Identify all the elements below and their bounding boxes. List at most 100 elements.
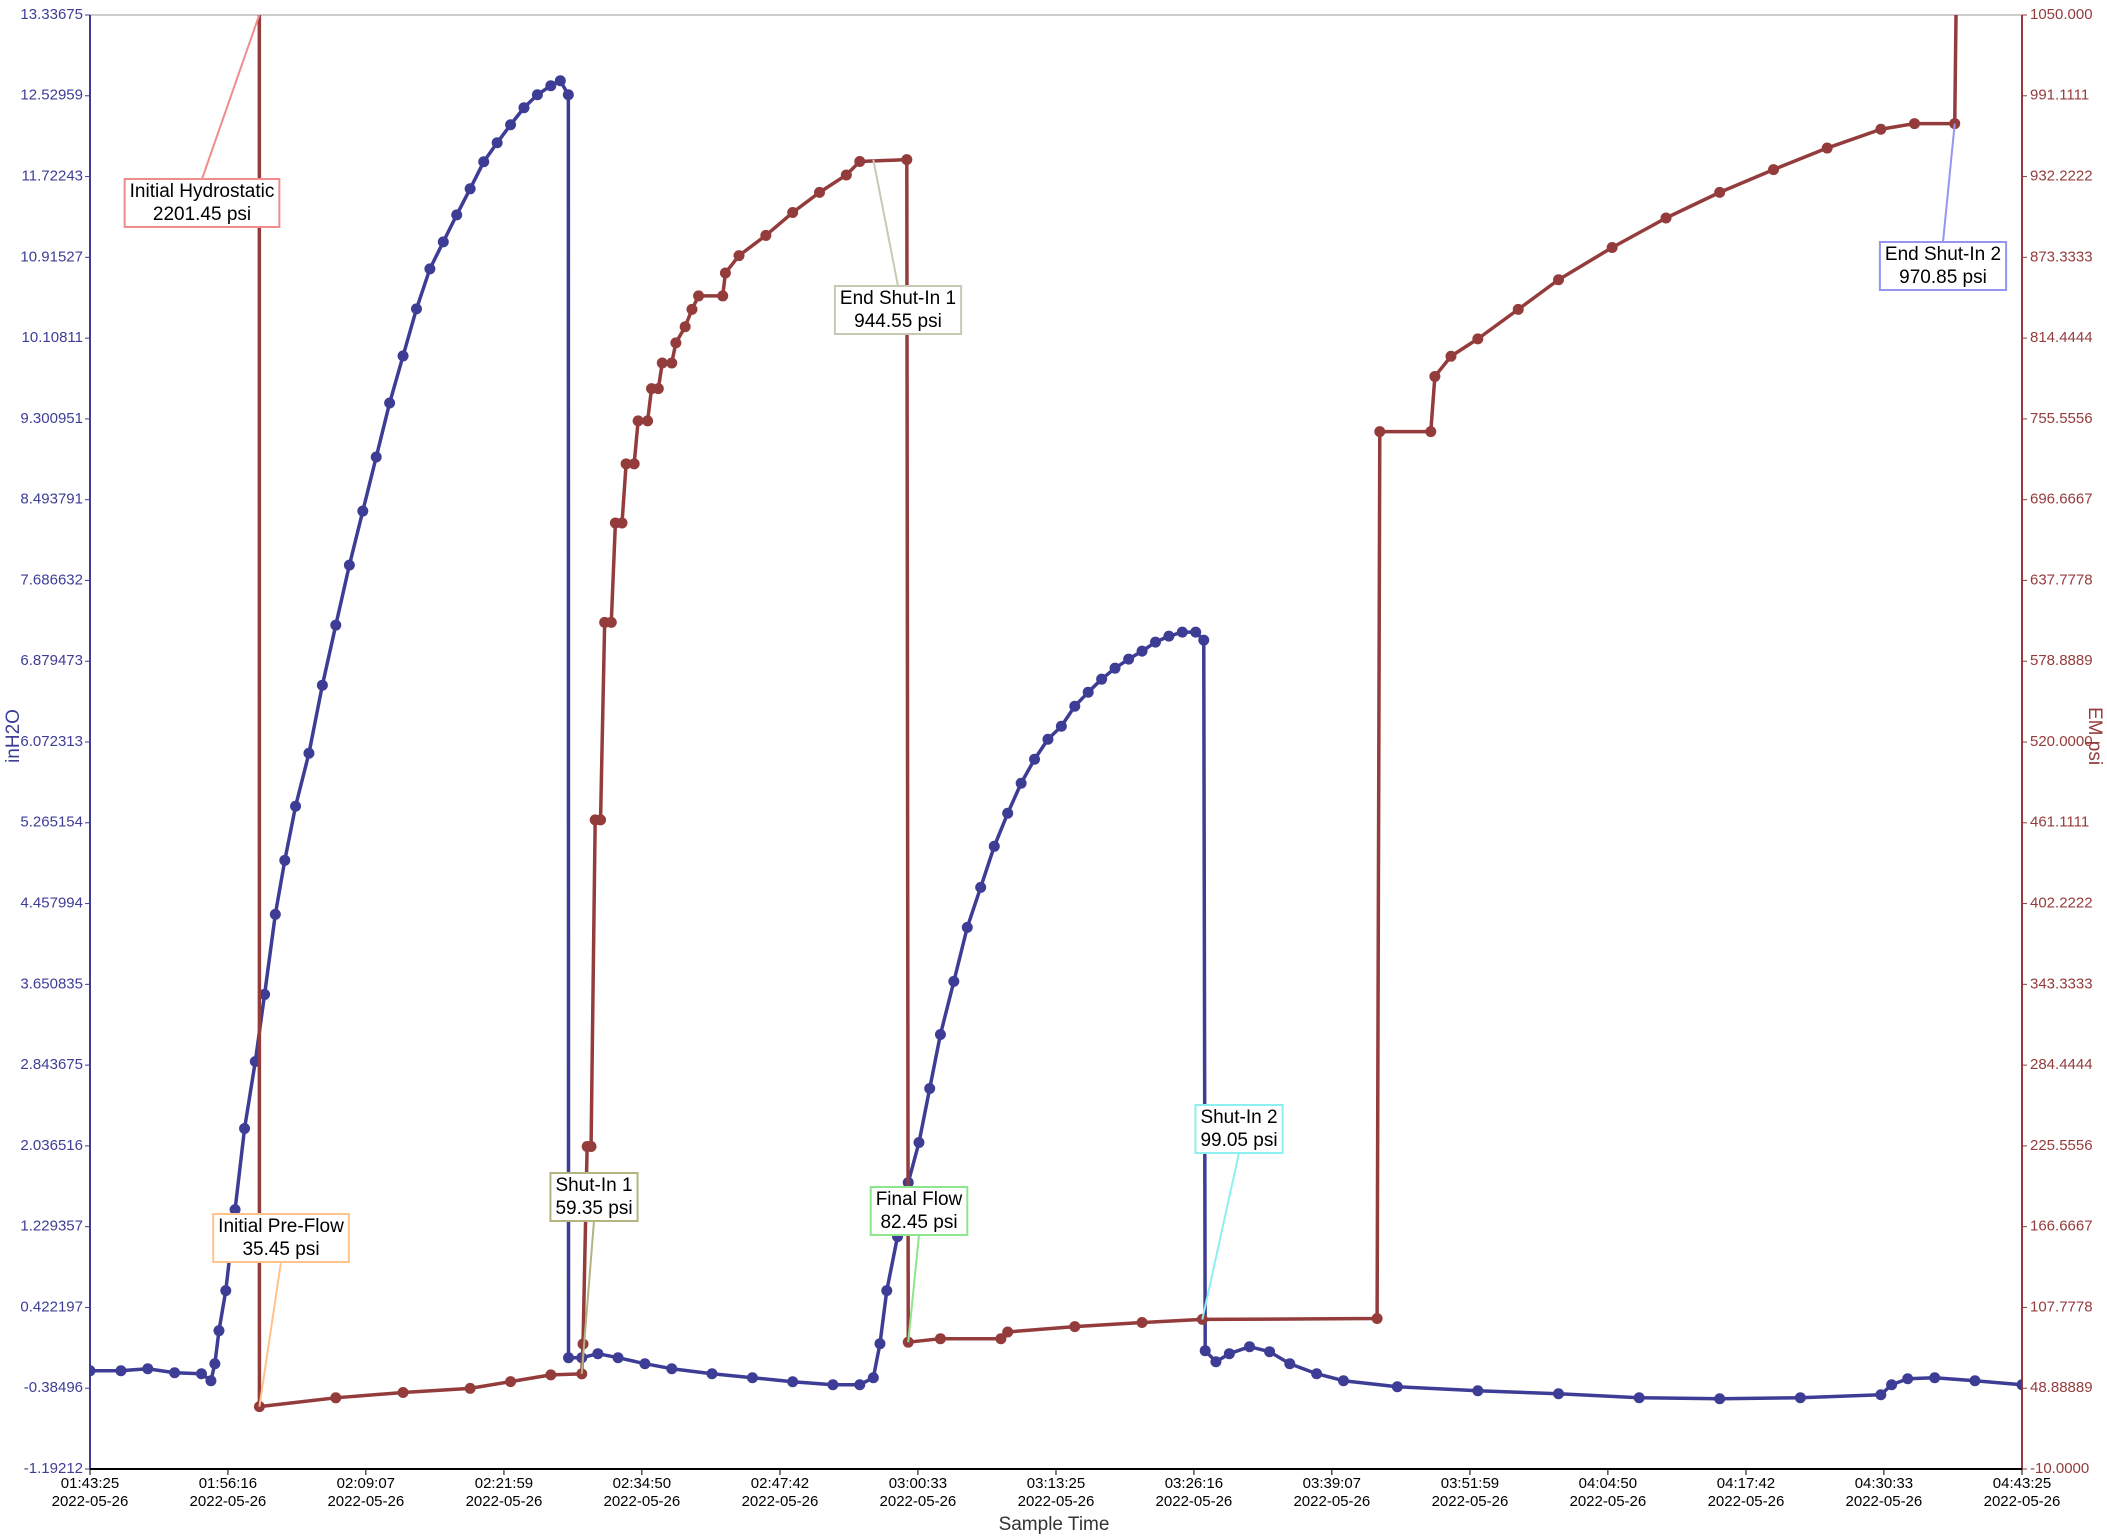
annotation-label: Initial Hydrostatic — [130, 181, 275, 202]
data-point — [1029, 753, 1041, 765]
data-point — [975, 881, 987, 893]
data-point — [1223, 1348, 1235, 1360]
x-tick-label: 03:13:25 — [1027, 1475, 1085, 1492]
data-point — [934, 1333, 946, 1345]
y2-tick-label: 814.4444 — [2030, 329, 2093, 346]
y-tick-label: 3.650835 — [20, 975, 83, 992]
data-point — [577, 1338, 589, 1350]
x-tick-date: 2022-05-26 — [880, 1493, 957, 1510]
data-point — [961, 921, 973, 933]
x-tick-label: 02:21:59 — [475, 1475, 533, 1492]
x-tick-date: 2022-05-26 — [327, 1493, 404, 1510]
annotation-leader — [907, 1234, 920, 1343]
y2-tick-label: 696.6667 — [2030, 491, 2093, 508]
data-point — [592, 1348, 604, 1360]
annotation-value: 970.85 psi — [1899, 267, 1987, 288]
data-point — [518, 102, 530, 114]
y2-tick-label: 637.7778 — [2030, 571, 2093, 588]
data-point — [719, 267, 731, 279]
x-tick-date: 2022-05-26 — [190, 1493, 267, 1510]
data-point — [505, 1376, 517, 1388]
data-point — [330, 619, 342, 631]
data-point — [595, 814, 607, 826]
y-tick-label: 12.52959 — [20, 87, 83, 104]
y2-tick-label: 1050.000 — [2030, 6, 2093, 23]
y2-tick-label: 578.8889 — [2030, 652, 2093, 669]
data-point — [563, 1352, 575, 1364]
data-point — [229, 1204, 241, 1216]
data-point — [384, 397, 396, 409]
y2-tick-label: 520.0000 — [2030, 733, 2093, 750]
data-point — [1425, 426, 1437, 438]
data-point — [1429, 370, 1441, 382]
x-tick-label: 04:17:42 — [1717, 1475, 1775, 1492]
data-point — [632, 415, 644, 427]
data-point — [605, 616, 617, 628]
data-point — [505, 119, 517, 131]
data-point — [840, 169, 852, 181]
annotation-leader — [258, 1261, 282, 1407]
annotation-value: 944.55 psi — [854, 311, 942, 332]
annotation-label: Final Flow — [876, 1189, 963, 1210]
data-point — [1660, 212, 1672, 224]
data-point — [1445, 350, 1457, 362]
annotation-label: Initial Pre-Flow — [218, 1216, 344, 1237]
x-tick-label: 04:43:25 — [1993, 1475, 2051, 1492]
data-point — [881, 1285, 893, 1297]
annotation-leader — [580, 1220, 595, 1374]
data-point — [679, 321, 691, 333]
y-tick-label: 11.72243 — [22, 168, 83, 185]
data-point — [1244, 1341, 1256, 1353]
data-point — [213, 1325, 225, 1337]
y2-tick-label: 107.7778 — [2030, 1298, 2093, 1315]
y-tick-label: 1.229357 — [20, 1218, 83, 1235]
x-tick-label: 01:56:16 — [199, 1475, 257, 1492]
x-tick-label: 02:34:50 — [613, 1475, 671, 1492]
data-point — [1875, 1389, 1887, 1401]
data-point — [259, 988, 271, 1000]
data-point — [1886, 1379, 1898, 1391]
annotation-value: 99.05 psi — [1200, 1130, 1277, 1151]
data-point — [1908, 118, 1920, 130]
data-point — [1472, 333, 1484, 345]
data-point — [1552, 274, 1564, 286]
data-point — [746, 1372, 758, 1384]
y2-tick-label: 461.1111 — [2030, 814, 2089, 831]
x-tick-label: 03:00:33 — [889, 1475, 947, 1492]
data-point — [995, 1333, 1007, 1345]
data-point — [209, 1358, 221, 1370]
y2-tick-label: 932.2222 — [2030, 168, 2093, 185]
data-point — [1002, 807, 1014, 819]
data-point — [1015, 777, 1027, 789]
data-point — [686, 303, 698, 315]
data-point — [639, 1358, 651, 1370]
data-point — [1002, 1326, 1014, 1338]
data-point — [1082, 686, 1094, 698]
data-point — [913, 1137, 925, 1149]
y-tick-label: -1.19212 — [24, 1460, 83, 1477]
data-point — [290, 800, 302, 812]
y-tick-label: 7.686632 — [20, 571, 83, 588]
data-point — [531, 89, 543, 101]
annotation-value: 2201.45 psi — [153, 204, 251, 225]
data-point — [357, 505, 369, 517]
data-point — [1096, 673, 1108, 685]
data-point — [1337, 1375, 1349, 1387]
data-point — [410, 303, 422, 315]
data-point — [279, 854, 291, 866]
annotation-leader — [872, 159, 899, 287]
x-tick-date: 2022-05-26 — [1984, 1493, 2061, 1510]
x-tick-date: 2022-05-26 — [1432, 1493, 1509, 1510]
data-point — [491, 137, 503, 149]
x-tick-label: 01:43:25 — [61, 1475, 119, 1492]
data-point — [1069, 700, 1081, 712]
data-point — [1929, 1372, 1941, 1384]
y2-tick-label: 166.6667 — [2030, 1218, 2093, 1235]
data-point — [545, 80, 557, 92]
data-point — [1821, 142, 1833, 154]
data-point — [620, 458, 632, 470]
x-tick-date: 2022-05-26 — [1570, 1493, 1647, 1510]
annotation-box — [869, 1186, 969, 1236]
y-tick-label: 0.422197 — [20, 1298, 83, 1315]
